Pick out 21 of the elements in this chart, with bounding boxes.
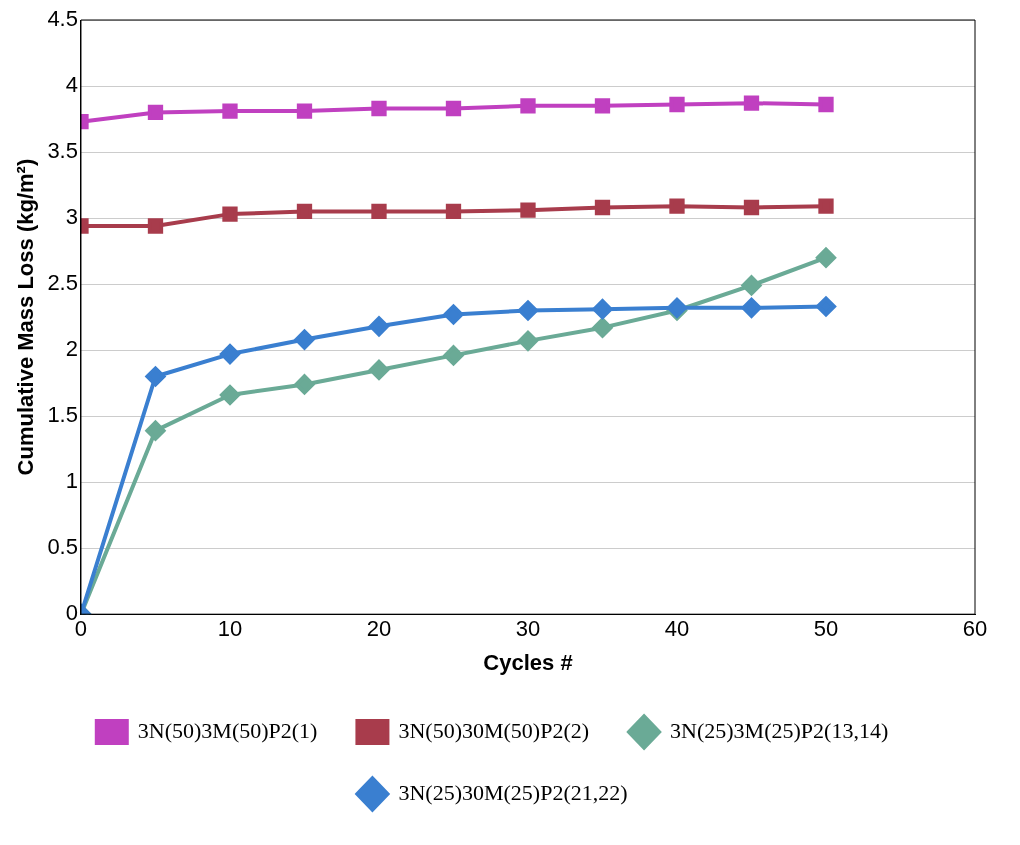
x-tick-label: 40 (664, 616, 690, 642)
legend-label: 3N(50)30M(50)P2(2) (398, 717, 590, 743)
legend-label: 3N(25)3M(25)P2(13,14) (670, 717, 889, 743)
y-tick-label: 3.5 (47, 138, 78, 164)
y-tick-label: 3 (65, 204, 78, 230)
y-tick-label: 2 (65, 336, 78, 362)
legend-label: 3N(25)30M(25)P2(21,22) (398, 779, 628, 805)
y-tick-label: 4.5 (47, 6, 78, 32)
x-tick-label: 50 (813, 616, 839, 642)
x-tick-label: 10 (217, 616, 243, 642)
y-tick-label: 1.5 (47, 402, 78, 428)
y-tick-label: 2.5 (47, 270, 78, 296)
y-axis-title: Cumulative Mass Loss (kg/m²) (13, 158, 39, 476)
y-tick-label: 1 (65, 468, 78, 494)
x-tick-label: 60 (962, 616, 988, 642)
y-tick-label: 4 (65, 72, 78, 98)
x-tick-label: 30 (515, 616, 541, 642)
y-tick-label: 0.5 (47, 534, 78, 560)
legend-label: 3N(50)3M(50)P2(1) (137, 717, 318, 743)
x-tick-label: 20 (366, 616, 392, 642)
x-axis-title: Cycles # (483, 649, 573, 675)
